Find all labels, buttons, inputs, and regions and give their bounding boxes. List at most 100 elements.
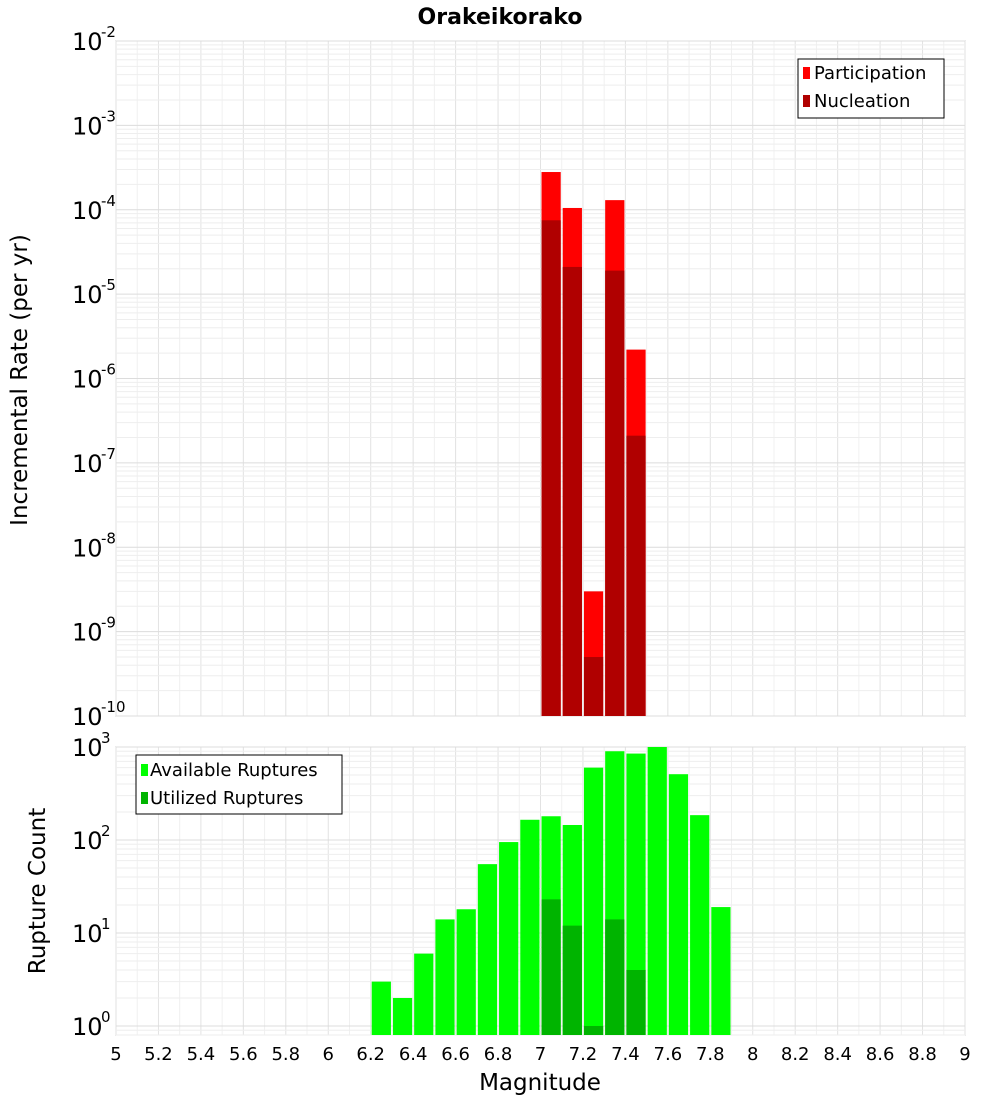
bar-utilized-ruptures-7-15 [562, 925, 582, 1035]
bar-available-ruptures-7-45 [626, 753, 646, 1035]
bar-nucleation-7-25 [583, 657, 604, 716]
bar-available-ruptures-6-45 [414, 953, 434, 1035]
x-tick-8-2: 8.2 [781, 1044, 810, 1065]
y-tick-10e-3: 10-3 [72, 107, 116, 140]
x-tick-8: 8 [747, 1044, 758, 1065]
x-axis-label: Magnitude [479, 1070, 601, 1096]
x-tick-6-8: 6.8 [484, 1044, 513, 1065]
bar-nucleation-7-35 [605, 270, 625, 716]
bottom-legend: Available Ruptures Utilized Ruptures [135, 754, 343, 815]
y-tick-10e-5: 10-5 [72, 276, 116, 309]
x-tick-8-8: 8.8 [908, 1044, 937, 1065]
x-tick-5: 5 [110, 1044, 121, 1065]
y-tick-base: 10 [72, 827, 103, 855]
y-tick-exponent: 2 [101, 822, 111, 840]
y-tick-10e-8: 10-8 [72, 529, 116, 562]
legend-swatch-participation [803, 67, 810, 79]
top-grid [115, 40, 966, 717]
y-tick-base: 10 [72, 1013, 103, 1041]
y-tick-exponent: -3 [101, 107, 116, 125]
y-tick-exponent: -5 [101, 276, 116, 294]
legend-label-participation: Participation [814, 63, 926, 84]
x-tick-8-6: 8.6 [866, 1044, 895, 1065]
legend-swatch-nucleation [803, 95, 810, 107]
bar-available-ruptures-6-95 [520, 819, 540, 1035]
legend-label-nucleation: Nucleation [814, 91, 910, 112]
y-tick-exponent: -8 [101, 529, 116, 547]
x-tick-7-6: 7.6 [654, 1044, 683, 1065]
y-tick-exponent: -10 [101, 698, 126, 716]
bar-available-ruptures-7-65 [668, 774, 689, 1035]
y-tick-exponent: -2 [101, 23, 116, 41]
y-tick-exponent: -4 [101, 192, 116, 210]
y-tick-10e-7: 10-7 [72, 445, 116, 478]
x-tick-6-4: 6.4 [399, 1044, 428, 1065]
y-tick-exponent: 1 [101, 915, 111, 933]
legend-swatch-utilized-ruptures [141, 792, 148, 804]
bar-available-ruptures-6-25 [371, 981, 391, 1035]
x-tick-7-4: 7.4 [611, 1044, 640, 1065]
y-tick-10e-2: 10-2 [72, 23, 116, 56]
y-tick-exponent: 0 [101, 1008, 111, 1026]
chart-title: Orakeikorako [418, 5, 583, 30]
bar-available-ruptures-6-55 [435, 919, 455, 1035]
x-tick-5-4: 5.4 [187, 1044, 216, 1065]
bar-utilized-ruptures-7-05 [541, 899, 561, 1035]
top-legend-box [797, 58, 945, 119]
y-tick-exponent: -9 [101, 614, 116, 632]
bar-nucleation-7-05 [541, 220, 561, 717]
y-tick-base: 10 [72, 112, 103, 140]
x-tick-6-2: 6.2 [356, 1044, 385, 1065]
y-tick-10e-4: 10-4 [72, 192, 116, 225]
bottom-legend-box [135, 754, 343, 815]
bar-available-ruptures-6-35 [392, 997, 413, 1035]
y-tick-base: 10 [72, 619, 103, 647]
bar-available-ruptures-7-25 [583, 767, 604, 1035]
top-y-axis-label: Incremental Rate (per yr) [7, 234, 33, 526]
y-tick-base: 10 [72, 28, 103, 56]
x-tick-6: 6 [323, 1044, 334, 1065]
legend-label-utilized-ruptures: Utilized Ruptures [150, 788, 303, 809]
bar-utilized-ruptures-7-35 [605, 919, 625, 1035]
y-tick-base: 10 [72, 734, 103, 762]
bar-available-ruptures-6-75 [477, 864, 498, 1035]
bar-available-ruptures-7-75 [690, 815, 710, 1035]
bar-utilized-ruptures-7-25 [583, 1025, 604, 1035]
bar-nucleation-7-15 [562, 266, 582, 716]
bar-nucleation-7-45 [626, 435, 646, 716]
y-tick-base: 10 [72, 197, 103, 225]
y-tick-10e3: 103 [72, 729, 111, 762]
bar-available-ruptures-7-85 [711, 907, 731, 1035]
y-tick-10e1: 101 [72, 915, 111, 948]
x-tick-labels: 5 5.2 5.4 5.6 5.8 6 6.2 6.4 6.6 6.8 7 7.2 7.4 7.6 7.8 8… [110, 1044, 970, 1065]
x-tick-6-6: 6.6 [441, 1044, 470, 1065]
legend-swatch-available-ruptures [141, 764, 148, 776]
y-tick-base: 10 [72, 703, 103, 731]
y-tick-base: 10 [72, 450, 103, 478]
y-tick-base: 10 [72, 281, 103, 309]
y-tick-10e0: 100 [72, 1008, 111, 1041]
x-tick-7-2: 7.2 [569, 1044, 598, 1065]
bottom-y-axis-label: Rupture Count [25, 808, 51, 974]
y-tick-exponent: -6 [101, 361, 116, 379]
top-bars [541, 172, 646, 717]
legend-label-available-ruptures: Available Ruptures [150, 760, 318, 781]
y-tick-base: 10 [72, 534, 103, 562]
x-tick-9: 9 [959, 1044, 970, 1065]
y-tick-10e-9: 10-9 [72, 614, 116, 647]
bar-available-ruptures-6-85 [499, 842, 519, 1035]
x-tick-5-6: 5.6 [229, 1044, 258, 1065]
bar-available-ruptures-7-55 [647, 747, 667, 1035]
x-tick-8-4: 8.4 [823, 1044, 852, 1065]
y-tick-base: 10 [72, 366, 103, 394]
top-legend: Participation Nucleation [797, 58, 945, 119]
y-tick-10e-10: 10-10 [72, 698, 126, 731]
bar-utilized-ruptures-7-45 [626, 969, 646, 1035]
x-tick-5-8: 5.8 [271, 1044, 300, 1065]
bar-available-ruptures-6-65 [456, 909, 476, 1035]
